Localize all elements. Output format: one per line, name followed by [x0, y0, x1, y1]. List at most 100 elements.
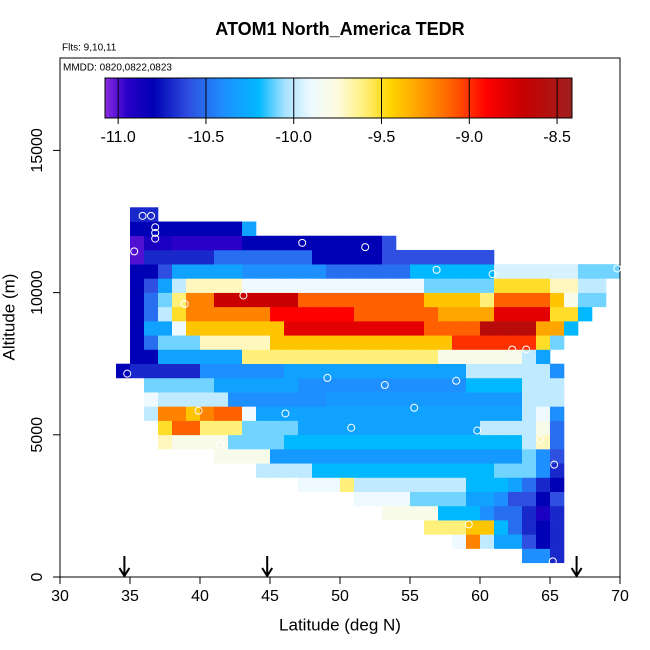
heatmap-cell: [186, 306, 201, 322]
heatmap-cell: [466, 349, 481, 365]
heatmap-cell: [452, 420, 467, 436]
heatmap-cell: [382, 377, 397, 393]
x-tick-label: 35: [121, 588, 139, 605]
heatmap-cell: [480, 463, 495, 478]
heatmap-cell: [550, 335, 565, 350]
heatmap-cell: [158, 306, 173, 322]
heatmap-cell: [382, 249, 397, 265]
heatmap-cell: [424, 335, 439, 350]
heatmap-cell: [438, 520, 453, 535]
heatmap-cell: [298, 477, 313, 492]
heatmap-cell: [466, 491, 481, 507]
heatmap-cell: [172, 377, 187, 393]
heatmap-cell: [158, 235, 173, 251]
x-tick-label: 30: [51, 588, 69, 605]
heatmap-cell: [550, 491, 565, 507]
heatmap-cell: [326, 463, 341, 478]
heatmap-cell: [382, 306, 397, 322]
flight-point: [548, 557, 557, 566]
heatmap-cell: [186, 392, 201, 407]
heatmap-cell: [550, 264, 565, 279]
annotation: MMDD: 0820,0822,0823: [63, 63, 172, 74]
heatmap-cell: [494, 278, 509, 293]
heatmap-cell: [424, 363, 439, 379]
colorbar-tick-label: -11.0: [101, 129, 136, 146]
heatmap-cell: [550, 377, 565, 393]
heatmap-cell: [466, 377, 481, 393]
heatmap-cell: [522, 377, 537, 393]
heatmap-cell: [214, 249, 229, 265]
heatmap-cell: [368, 392, 383, 407]
heatmap-cell: [256, 363, 271, 379]
heatmap-cell: [158, 420, 173, 436]
heatmap-cell: [480, 477, 495, 492]
heatmap-cell: [270, 420, 285, 436]
heatmap-cell: [438, 264, 453, 279]
heatmap-cell: [368, 463, 383, 478]
heatmap-cell: [480, 249, 495, 265]
heatmap-cell: [536, 377, 551, 393]
heatmap-cell: [438, 505, 453, 521]
heatmap-cell: [536, 264, 551, 279]
heatmap-cell: [438, 434, 453, 450]
heatmap-cell: [354, 321, 369, 336]
heatmap-cell: [508, 321, 523, 336]
heatmap-cell: [368, 235, 383, 251]
heatmap-cell: [172, 349, 187, 365]
heatmap-cell: [340, 434, 355, 450]
heatmap-cell: [522, 292, 537, 308]
heatmap-cell: [228, 392, 243, 407]
heatmap-cell: [536, 534, 551, 549]
heatmap-cell: [452, 321, 467, 336]
heatmap-cell: [592, 278, 607, 293]
heatmap-cell: [130, 235, 145, 251]
heatmap-cell: [508, 363, 523, 379]
heatmap-cell: [522, 491, 537, 507]
heatmap-cell: [550, 477, 565, 492]
heatmap-cell: [536, 420, 551, 436]
heatmap-cell: [116, 363, 131, 379]
heatmap-cell: [172, 321, 187, 336]
arrow: [261, 556, 274, 578]
heatmap-cell: [382, 406, 397, 421]
heatmap-cell: [480, 534, 495, 549]
heatmap-cell: [424, 520, 439, 535]
heatmap-cell: [270, 349, 285, 365]
heatmap-cell: [270, 264, 285, 279]
heatmap-cell: [480, 377, 495, 393]
heatmap-cell: [578, 292, 593, 308]
heatmap-cell: [382, 335, 397, 350]
heatmap-cell: [396, 363, 411, 379]
heatmap-cell: [438, 377, 453, 393]
heatmap-cell: [480, 363, 495, 379]
heatmap-cell: [410, 321, 425, 336]
flight-point: [361, 243, 370, 252]
heatmap-cell: [312, 321, 327, 336]
heatmap-cell: [536, 434, 551, 450]
heatmap-cell: [284, 377, 299, 393]
heatmap-cell: [214, 363, 229, 379]
flight-point: [130, 247, 139, 256]
heatmap-cell: [284, 292, 299, 308]
heatmap-cell: [172, 434, 187, 450]
heatmap-cell: [298, 363, 313, 379]
heatmap-cell: [340, 321, 355, 336]
heatmap-cell: [550, 363, 565, 379]
heatmap-cell: [480, 434, 495, 450]
heatmap-cell: [228, 335, 243, 350]
heatmap-cell: [396, 434, 411, 450]
heatmap-cell: [228, 420, 243, 436]
heatmap-cell: [298, 278, 313, 293]
heatmap-cell: [340, 363, 355, 379]
heatmap-cell: [354, 264, 369, 279]
heatmap-cell: [200, 249, 215, 265]
heatmap-cell: [158, 264, 173, 279]
x-tick-label: 60: [471, 588, 489, 605]
heatmap-cell: [130, 349, 145, 365]
heatmap-cell: [284, 349, 299, 365]
heatmap-cell: [508, 491, 523, 507]
heatmap-cell: [494, 306, 509, 322]
flight-point: [215, 440, 224, 449]
heatmap-cell: [536, 278, 551, 293]
